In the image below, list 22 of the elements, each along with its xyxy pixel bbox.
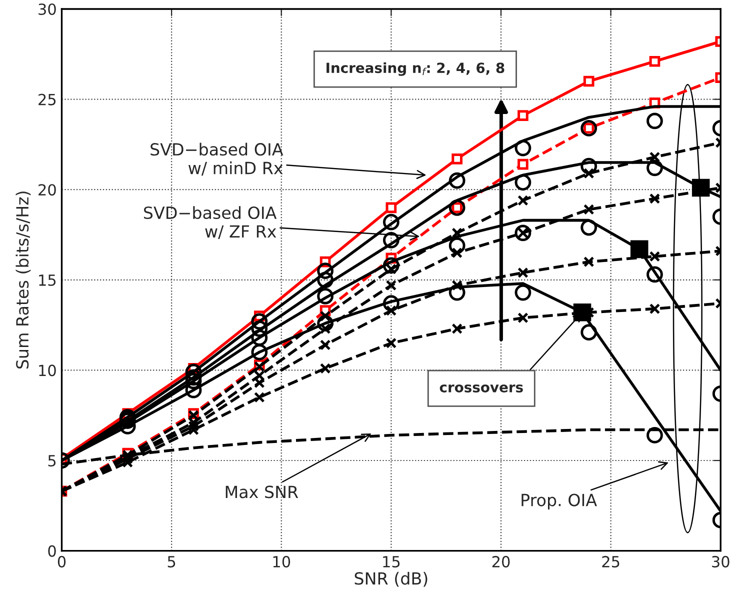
x-tick-label: 0 bbox=[58, 556, 66, 568]
annotation: SVD−based OIA w/ ZF Rx bbox=[144, 206, 277, 240]
annotation: Max SNR bbox=[226, 486, 298, 498]
y-tick-label: 20 bbox=[38, 184, 56, 196]
annotation: Increasing n$_{f}$: 2, 4, 6, 8 bbox=[326, 62, 504, 76]
y-axis-title: Sum Rates (bits/s/Hz) bbox=[16, 192, 31, 369]
y-tick-label: 0 bbox=[48, 545, 56, 557]
y-tick-label: 25 bbox=[38, 94, 56, 106]
x-tick-label: 25 bbox=[602, 556, 620, 568]
y-tick-label: 10 bbox=[39, 364, 56, 376]
y-tick-label: 5 bbox=[48, 455, 56, 467]
x-tick-label: 15 bbox=[383, 556, 400, 568]
x-axis-title: SNR (dB) bbox=[354, 572, 428, 587]
y-tick-label: 30 bbox=[38, 3, 56, 16]
annotation: crossovers bbox=[440, 384, 523, 392]
x-tick-label: 5 bbox=[168, 556, 176, 568]
x-tick-label: 20 bbox=[492, 556, 510, 568]
annotation: Prop. OIA bbox=[522, 494, 597, 510]
y-tick-label: 15 bbox=[39, 274, 56, 286]
x-tick-label: 30 bbox=[712, 556, 730, 568]
annotation: SVD−based OIA w/ minD Rx bbox=[150, 142, 284, 176]
x-tick-label: 10 bbox=[273, 556, 290, 568]
